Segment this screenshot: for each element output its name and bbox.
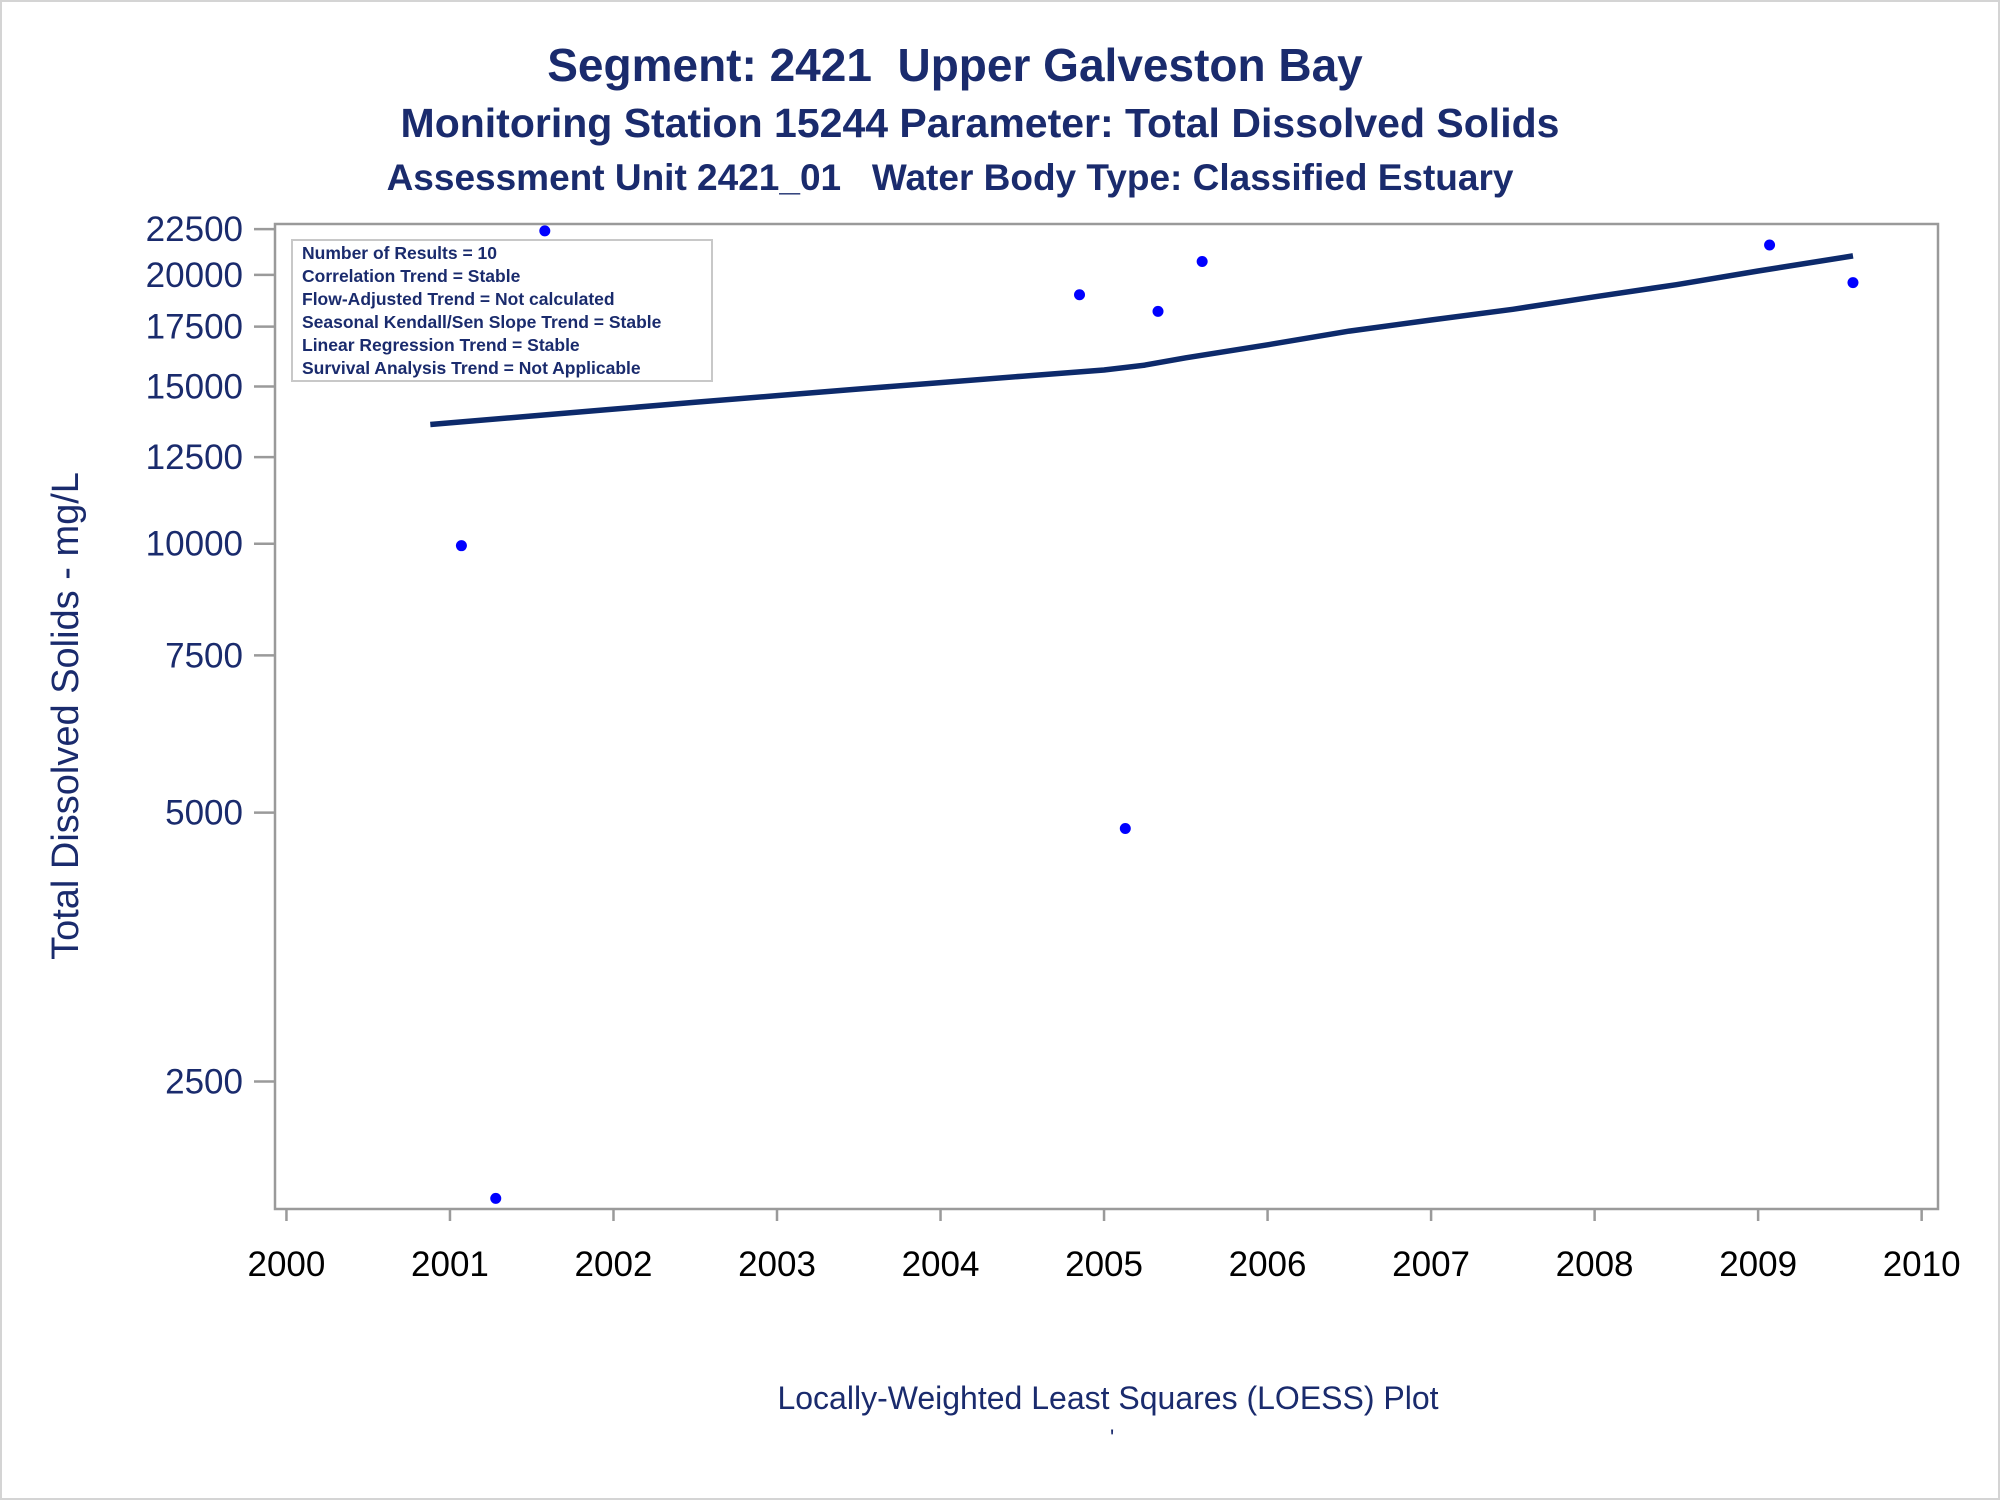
stats-legend-box: Number of Results = 10 Correlation Trend …	[291, 239, 713, 382]
chart-subtitle: Monitoring Station 15244 Parameter: Tota…	[400, 100, 1560, 146]
x-tick-label: 2008	[1556, 1245, 1634, 1284]
y-tick-label: 20000	[146, 256, 243, 295]
x-tick-label: 2000	[248, 1245, 326, 1284]
y-tick-label: 5000	[165, 794, 243, 833]
legend-line: Seasonal Kendall/Sen Slope Trend = Stabl…	[302, 312, 662, 332]
data-point	[1152, 305, 1164, 317]
legend-line: Correlation Trend = Stable	[302, 266, 521, 286]
x-tick-label: 2007	[1392, 1245, 1470, 1284]
x-tick-label: 2010	[1883, 1245, 1961, 1284]
loess-line-layer	[430, 253, 1854, 428]
y-tick-label: 2500	[165, 1063, 243, 1102]
x-tick-label: 2005	[1065, 1245, 1143, 1284]
legend-line: Flow-Adjusted Trend = Not calculated	[302, 289, 615, 309]
chart-footer: Locally-Weighted Least Squares (LOESS) P…	[777, 1380, 1439, 1416]
y-axis-label: Total Dissolved Solids - mg/L	[45, 472, 87, 960]
chart-title: Segment: 2421 Upper Galveston Bay	[547, 39, 1363, 91]
data-point	[455, 540, 467, 552]
x-tick-label: 2006	[1229, 1245, 1307, 1284]
axes: 2000 2001 2002 2003 2004 2005 2006 2007 2008 2009…	[45, 210, 1961, 1284]
footer-mark: '	[1110, 1425, 1115, 1450]
x-tick-label: 2001	[411, 1245, 489, 1284]
x-tick-label: 2003	[738, 1245, 816, 1284]
data-point	[1847, 277, 1859, 289]
y-tick-label: 10000	[146, 525, 243, 564]
y-tick-label: 7500	[165, 636, 243, 675]
y-tick-label: 15000	[146, 367, 243, 406]
x-tick-label: 2004	[902, 1245, 980, 1284]
y-tick-label: 22500	[146, 210, 243, 249]
plot-area	[273, 222, 1940, 1211]
data-point	[490, 1192, 502, 1204]
legend-line: Linear Regression Trend = Stable	[302, 335, 580, 355]
legend-frame	[291, 239, 713, 382]
x-tick-label: 2002	[575, 1245, 653, 1284]
y-tick-label: 12500	[146, 438, 243, 477]
x-tick-label: 2009	[1719, 1245, 1797, 1284]
data-point	[1196, 255, 1208, 267]
loess-line	[430, 253, 1854, 428]
legend-line: Survival Analysis Trend = Not Applicable	[302, 358, 641, 378]
legend-line: Number of Results = 10	[302, 243, 497, 263]
chart-subtitle-2: Assessment Unit 2421_01 Water Body Type:…	[386, 157, 1514, 198]
data-point	[1074, 289, 1086, 301]
data-point	[1119, 822, 1131, 834]
data-point	[1764, 239, 1776, 251]
data-point	[539, 225, 551, 237]
y-tick-label: 17500	[146, 308, 243, 347]
